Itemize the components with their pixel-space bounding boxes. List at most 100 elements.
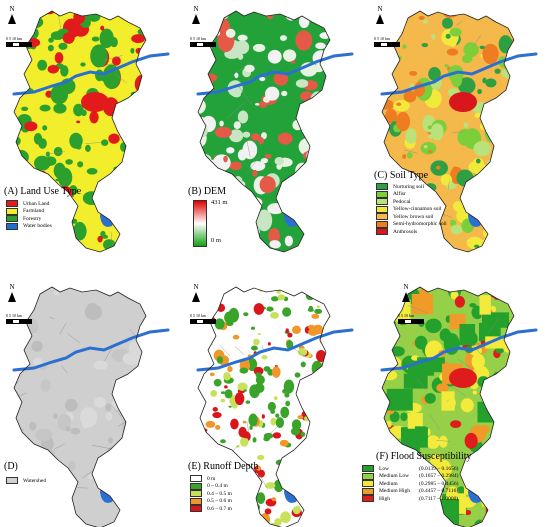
land-patch — [313, 452, 318, 456]
land-patch — [292, 325, 301, 335]
susceptibility-zone — [407, 413, 423, 429]
land-patch — [265, 86, 280, 101]
legend-item: Medium Low (0.1657 – 0.2984) — [362, 472, 458, 481]
legend-item: Medium High (0.4457 – 0.7116) — [362, 487, 458, 496]
land-patch — [215, 424, 221, 430]
susceptibility-zone — [503, 376, 514, 397]
subdivision-line — [109, 179, 116, 196]
land-patch — [267, 203, 284, 215]
land-patch — [205, 420, 216, 428]
land-patch — [209, 448, 220, 456]
land-patch — [201, 173, 218, 187]
land-patch — [300, 431, 306, 437]
land-patch — [232, 496, 238, 502]
land-patch — [320, 242, 330, 252]
land-patch — [296, 287, 301, 289]
land-patch — [507, 235, 514, 252]
land-patch — [16, 510, 33, 523]
land-patch — [53, 103, 67, 114]
land-patch — [99, 28, 114, 49]
land-patch — [16, 62, 24, 66]
land-patch — [414, 515, 425, 526]
legend-swatch — [376, 220, 388, 228]
land-patch — [450, 224, 463, 235]
land-patch — [423, 145, 428, 149]
land-patch — [499, 521, 509, 527]
lake — [468, 470, 485, 503]
land-patch — [140, 113, 146, 130]
legend-label: Medium High — [379, 488, 411, 495]
land-patch — [121, 220, 137, 233]
land-patch — [265, 482, 276, 489]
land-patch — [420, 141, 437, 155]
land-patch — [311, 499, 320, 511]
land-patch — [57, 224, 71, 238]
land-patch — [299, 381, 310, 392]
land-patch — [52, 413, 58, 419]
land-patch — [294, 372, 301, 378]
land-patch — [114, 191, 130, 202]
land-patch — [27, 245, 33, 249]
land-patch — [483, 488, 491, 498]
land-patch — [243, 312, 249, 317]
land-patch — [289, 480, 298, 487]
land-patch — [251, 133, 261, 141]
land-patch — [17, 77, 28, 92]
land-patch — [498, 471, 506, 482]
land-patch — [452, 201, 463, 212]
lake — [284, 470, 301, 503]
land-patch — [42, 239, 54, 250]
land-patch — [105, 403, 112, 412]
land-patch — [413, 517, 427, 527]
land-patch — [270, 311, 279, 319]
land-patch — [129, 463, 142, 477]
legend-item: 0.5 – 0.6 m — [190, 497, 232, 506]
land-patch — [327, 200, 330, 213]
land-patch — [402, 154, 407, 159]
land-patch — [479, 187, 486, 192]
land-patch — [494, 219, 507, 234]
land-patch — [42, 125, 48, 131]
land-patch — [224, 385, 228, 389]
land-patch — [382, 301, 397, 322]
legend-swatch — [362, 465, 374, 473]
legend-item: Anthrosols — [376, 228, 447, 236]
land-patch — [220, 398, 226, 403]
subdivision-line — [416, 378, 428, 392]
subdivision-line — [14, 381, 19, 392]
susceptibility-zone — [411, 293, 434, 315]
land-patch — [317, 472, 322, 477]
land-patch — [212, 154, 231, 172]
land-patch — [273, 396, 278, 400]
land-patch — [383, 519, 388, 525]
land-patch — [510, 479, 514, 498]
land-patch — [310, 137, 322, 151]
land-patch — [276, 290, 282, 294]
land-patch — [64, 398, 78, 412]
land-patch — [318, 287, 325, 292]
land-patch — [249, 425, 253, 430]
land-patch — [236, 494, 243, 501]
land-patch — [463, 42, 479, 58]
land-patch — [14, 135, 21, 147]
land-patch — [220, 391, 226, 394]
land-patch — [288, 480, 298, 487]
land-patch — [261, 355, 268, 360]
panel-d-title: (D) — [4, 461, 18, 472]
subdivision-line — [85, 142, 101, 145]
land-patch — [285, 328, 289, 333]
land-patch — [251, 224, 257, 230]
land-patch — [317, 439, 322, 445]
land-patch — [318, 190, 325, 197]
land-patch — [299, 518, 307, 527]
land-patch — [53, 146, 63, 157]
legend-item: 0.6 – 0.7 m — [190, 505, 232, 513]
land-patch — [107, 437, 113, 444]
legend-label: Medium — [379, 480, 398, 487]
land-patch — [70, 427, 81, 435]
panel-f-title: (F) Flood Susceptibility — [376, 451, 472, 462]
subdivision-line — [54, 443, 65, 450]
legend-swatch — [376, 228, 388, 236]
land-patch — [267, 401, 276, 412]
land-patch — [112, 56, 121, 66]
